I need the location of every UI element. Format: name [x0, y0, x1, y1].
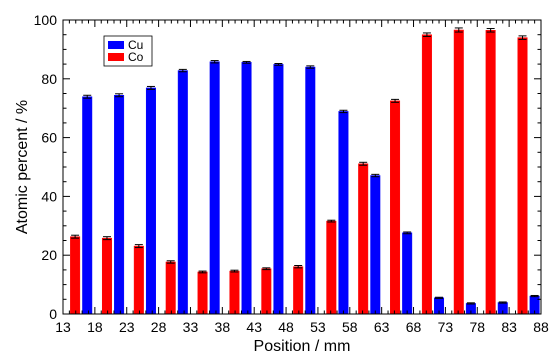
error-bar-cu-2	[146, 85, 155, 90]
bar-cu-3	[177, 70, 188, 315]
legend: Cu Co	[103, 35, 153, 67]
error-bar-cu-1	[115, 93, 124, 98]
x-tick-label: 58	[342, 319, 358, 335]
bar-co-4	[197, 271, 208, 315]
error-bar-co-13	[486, 28, 495, 33]
bar-co-13	[485, 30, 496, 315]
y-tick-label: 100	[34, 12, 58, 28]
bar-co-10	[390, 100, 401, 315]
bar-cu-0	[82, 96, 93, 315]
error-bar-co-14	[518, 35, 527, 40]
bar-co-11	[421, 34, 432, 315]
bar-co-2	[133, 245, 144, 315]
bar-co-6	[261, 268, 272, 315]
bar-cu-7	[305, 66, 316, 315]
bar-cu-2	[145, 87, 156, 315]
error-bar-cu-4	[210, 60, 219, 64]
bar-co-3	[165, 261, 176, 315]
error-bar-cu-8	[339, 109, 348, 114]
x-tick-label: 68	[406, 319, 422, 335]
plot-frame	[62, 19, 542, 315]
error-bar-cu-9	[371, 173, 380, 178]
bar-co-1	[101, 237, 112, 315]
error-bar-co-1	[102, 236, 111, 241]
x-tick-label: 43	[246, 319, 262, 335]
error-bar-co-8	[327, 219, 336, 223]
error-bar-cu-3	[178, 68, 187, 73]
error-bar-cu-13	[498, 301, 507, 304]
y-tick-label: 80	[41, 71, 57, 87]
y-axis-label: Atomic percent / %	[14, 100, 31, 234]
error-bar-cu-14	[530, 294, 539, 298]
bar-cu-6	[273, 64, 284, 315]
x-tick-label: 83	[501, 319, 517, 335]
x-axis-label: Position / mm	[254, 338, 351, 355]
error-bar-co-12	[454, 27, 463, 33]
bar-cu-5	[241, 62, 252, 315]
error-bar-cu-11	[435, 296, 444, 299]
error-bar-co-7	[294, 264, 303, 269]
bar-co-7	[293, 266, 304, 315]
bar-co-9	[358, 163, 369, 315]
error-bar-co-5	[230, 269, 239, 273]
error-bar-co-9	[359, 161, 368, 166]
y-tick-label: 60	[41, 130, 57, 146]
error-bar-co-2	[134, 244, 143, 249]
error-bar-co-0	[71, 234, 80, 239]
x-tick-label: 33	[183, 319, 199, 335]
bar-co-14	[517, 37, 528, 315]
error-bar-co-4	[198, 270, 207, 274]
error-bar-cu-0	[83, 94, 92, 99]
legend-label-cu: Cu	[128, 38, 143, 52]
x-tick-label: 18	[87, 319, 103, 335]
error-bar-co-11	[422, 32, 431, 37]
legend-label-co: Co	[128, 50, 144, 64]
y-tick-label: 20	[41, 247, 57, 263]
error-bar-co-6	[262, 267, 271, 271]
x-tick-label: 53	[310, 319, 326, 335]
error-bar-co-3	[166, 260, 175, 264]
x-tick-label: 48	[278, 319, 294, 335]
bar-co-5	[229, 270, 240, 315]
y-tick-label: 0	[49, 306, 57, 322]
x-tick-label: 13	[55, 319, 71, 335]
legend-swatch-co	[108, 53, 124, 61]
bar-cu-8	[338, 111, 349, 315]
bar-cu-10	[402, 232, 413, 315]
x-tick-label: 78	[469, 319, 485, 335]
bar-co-12	[453, 29, 464, 315]
error-bar-cu-10	[403, 231, 412, 235]
x-tick-label: 38	[215, 319, 231, 335]
bar-cu-9	[370, 175, 381, 315]
bars-layer	[70, 27, 540, 315]
tick-labels: 13 18 23 28 33 38 43 48 53 58 63 68 73 78 83 88 0 20 40 60 8…	[34, 12, 549, 335]
error-bar-cu-7	[306, 65, 315, 69]
x-tick-label: 63	[374, 319, 390, 335]
x-tick-label: 28	[151, 319, 167, 335]
x-tick-label: 23	[119, 319, 135, 335]
bar-co-8	[326, 220, 337, 315]
error-bar-co-10	[391, 98, 400, 103]
x-tick-label: 88	[533, 319, 549, 335]
y-tick-label: 40	[41, 188, 57, 204]
bar-cu-1	[114, 95, 125, 315]
legend-swatch-cu	[108, 41, 124, 49]
error-bar-cu-6	[274, 63, 283, 66]
bar-co-0	[70, 236, 81, 315]
bar-cu-4	[209, 61, 220, 315]
error-bar-cu-12	[466, 302, 475, 305]
x-tick-label: 73	[438, 319, 454, 335]
error-bar-cu-5	[242, 60, 251, 64]
